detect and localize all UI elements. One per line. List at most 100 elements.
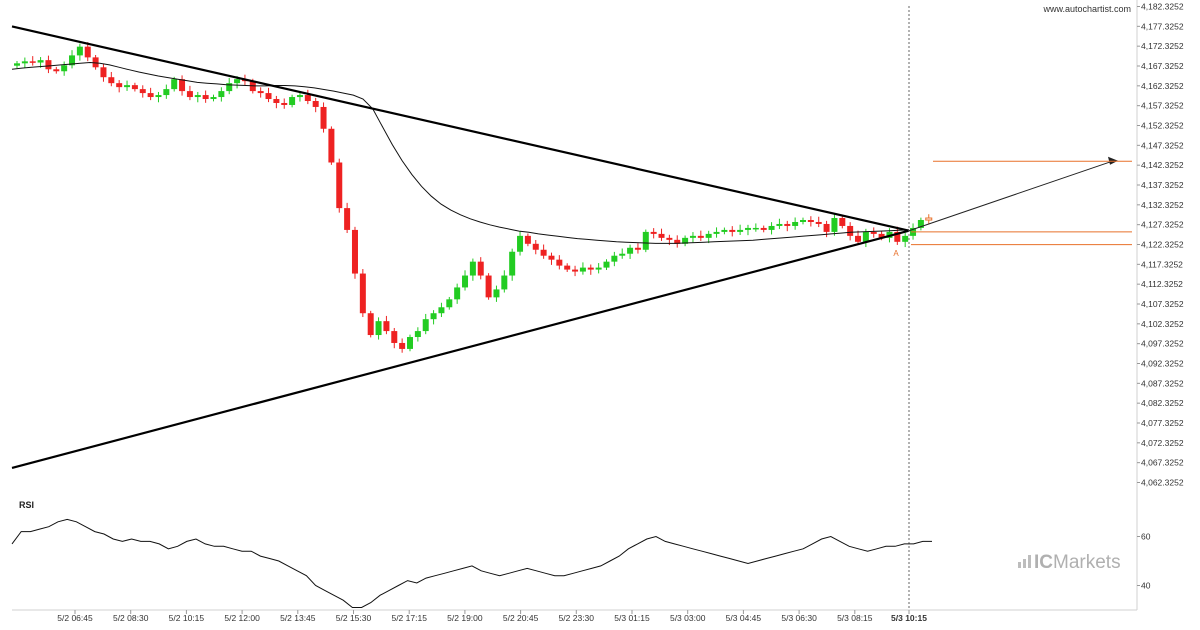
time-tick-label: 5/3 08:15 xyxy=(837,613,873,623)
rsi-label: RSI xyxy=(19,500,34,510)
candle-body xyxy=(697,235,704,238)
price-tick-label: 4,147.3252 xyxy=(1141,140,1184,150)
candle-body xyxy=(509,251,516,276)
price-tick-label: 4,137.3252 xyxy=(1141,180,1184,190)
rsi-tick-label: 60 xyxy=(1141,532,1151,542)
candle-body xyxy=(108,77,115,84)
candle-body xyxy=(752,227,759,230)
candle-body xyxy=(705,233,712,238)
candle-body xyxy=(839,218,846,226)
brand-prefix: IC xyxy=(1034,552,1053,573)
candle-body xyxy=(37,60,44,63)
candle-body xyxy=(501,275,508,290)
candle-body xyxy=(642,231,649,250)
time-tick-label: 5/2 19:00 xyxy=(447,613,483,623)
price-tick-label: 4,087.3252 xyxy=(1141,378,1184,388)
candle-body xyxy=(422,319,429,332)
candle-body xyxy=(760,227,767,230)
candle-body xyxy=(862,231,869,242)
candle-body xyxy=(784,223,791,226)
time-tick-label: 5/3 10:15 xyxy=(891,613,927,623)
candle-body xyxy=(45,60,52,70)
candle-body xyxy=(532,243,539,250)
candle-body xyxy=(807,220,814,222)
candle-body xyxy=(312,101,319,107)
candle-body xyxy=(21,61,28,64)
price-tick-label: 4,082.3252 xyxy=(1141,398,1184,408)
time-tick-label: 5/3 04:45 xyxy=(726,613,762,623)
candle-body xyxy=(556,259,563,266)
candles-layer xyxy=(14,42,933,353)
candle-body xyxy=(517,235,524,252)
candle-body xyxy=(186,91,193,98)
candle-body xyxy=(917,220,924,228)
time-tick-label: 5/2 15:30 xyxy=(336,613,372,623)
candle-body xyxy=(524,235,531,244)
candle-body xyxy=(92,57,99,68)
time-tick-label: 5/2 12:00 xyxy=(224,613,260,623)
candle-body xyxy=(218,91,225,98)
candle-body xyxy=(587,267,594,270)
time-tick-label: 5/2 17:15 xyxy=(391,613,427,623)
price-tick-label: 4,122.3252 xyxy=(1141,240,1184,250)
candle-body xyxy=(721,229,728,232)
candle-body xyxy=(414,331,421,338)
candle-body xyxy=(124,85,131,88)
candle-body xyxy=(579,267,586,272)
candle-body xyxy=(548,255,555,260)
price-tick-label: 4,067.3252 xyxy=(1141,458,1184,468)
time-tick-label: 5/2 06:45 xyxy=(57,613,93,623)
candle-body xyxy=(477,261,484,276)
candle-body xyxy=(485,275,492,298)
price-tick-label: 4,077.3252 xyxy=(1141,418,1184,428)
time-axis: 5/2 06:45 5/2 08:30 5/2 10:15 5/2 12:00 5/2 … xyxy=(12,609,1137,623)
forecast-arrow-line xyxy=(908,160,1113,232)
candle-body xyxy=(53,69,60,72)
price-tick-label: 4,102.3252 xyxy=(1141,319,1184,329)
candle-body xyxy=(737,229,744,232)
candle-body xyxy=(462,275,469,288)
candle-body xyxy=(61,65,68,72)
candle-body xyxy=(847,225,854,236)
price-tick-label: 4,127.3252 xyxy=(1141,220,1184,230)
candle-body xyxy=(627,247,634,254)
candle-body xyxy=(336,162,343,209)
candle-body xyxy=(634,247,641,250)
pattern-marker: A xyxy=(893,249,899,258)
svg-text:ICMarkets: ICMarkets xyxy=(1034,552,1121,573)
candle-body xyxy=(399,342,406,349)
candle-body xyxy=(234,79,241,84)
candle-body xyxy=(493,289,500,298)
candle-body xyxy=(281,102,288,105)
candle-body xyxy=(265,93,272,100)
candle-body xyxy=(792,221,799,226)
bars-icon xyxy=(1018,555,1031,568)
price-tick-label: 4,117.3252 xyxy=(1141,259,1183,269)
candle-body xyxy=(226,83,233,92)
price-tick-label: 4,167.3252 xyxy=(1141,61,1184,71)
candle-body xyxy=(902,235,909,242)
price-tick-label: 4,112.3252 xyxy=(1141,279,1183,289)
candle-body xyxy=(713,231,720,234)
price-tick-label: 4,072.3252 xyxy=(1141,438,1184,448)
pattern-lines-layer xyxy=(11,6,1132,612)
candle-body xyxy=(289,97,296,105)
price-tick-label: 4,152.3252 xyxy=(1141,121,1184,131)
brand-suffix: Markets xyxy=(1053,552,1121,573)
candle-body xyxy=(658,233,665,238)
candle-body xyxy=(210,97,217,100)
time-tick-label: 5/3 06:30 xyxy=(781,613,817,623)
candle-body xyxy=(359,273,366,314)
candle-body xyxy=(878,233,885,238)
candle-body xyxy=(163,89,170,96)
candle-body xyxy=(76,46,83,56)
candle-body xyxy=(328,128,335,163)
candle-body xyxy=(257,91,264,94)
candle-body xyxy=(572,269,579,272)
candle-body xyxy=(375,321,382,336)
candle-body xyxy=(925,217,933,221)
candle-body xyxy=(564,265,571,270)
candle-body xyxy=(273,99,280,103)
